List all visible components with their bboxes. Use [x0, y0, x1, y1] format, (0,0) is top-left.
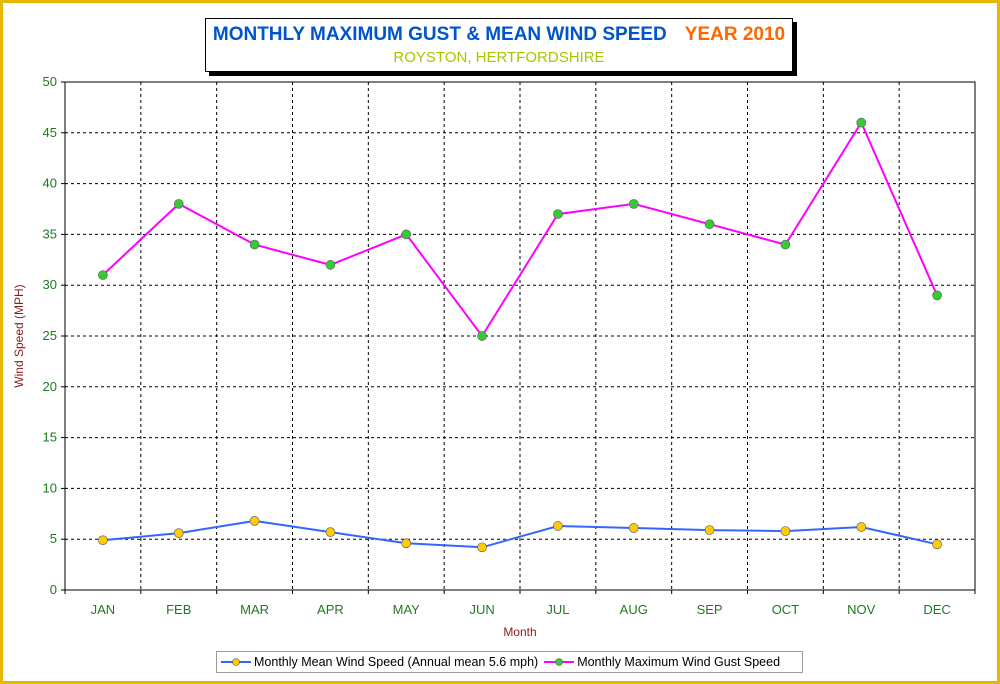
- x-tick-label: NOV: [847, 602, 876, 617]
- tick-labels: 0 5 10 15 20 25 30 35 40 45 50 JAN FEB MAR APR MAY JUN JU…: [43, 74, 951, 617]
- data-point: [477, 331, 487, 341]
- data-point: [325, 527, 336, 537]
- series-line: [102, 519, 938, 549]
- x-tick-label: OCT: [772, 602, 800, 617]
- y-tick-label: 25: [43, 328, 57, 343]
- chart-legend: Monthly Mean Wind Speed (Annual mean 5.6…: [216, 651, 803, 673]
- data-point: [401, 538, 412, 549]
- data-point: [98, 535, 108, 546]
- y-tick-label: 15: [43, 430, 57, 445]
- data-point: [98, 270, 108, 280]
- legend-label-mean: Monthly Mean Wind Speed (Annual mean 5.6…: [254, 655, 539, 669]
- data-point: [325, 260, 336, 270]
- data-point: [477, 542, 487, 553]
- data-point: [173, 528, 184, 538]
- title-line: MONTHLY MAXIMUM GUST & MEAN WIND SPEED YE…: [206, 24, 792, 46]
- x-tick-label: MAY: [393, 602, 421, 617]
- data-point: [932, 290, 942, 301]
- data-point: [856, 522, 867, 532]
- data-point: [704, 219, 715, 230]
- data-point: [780, 239, 791, 250]
- data-point: [401, 229, 412, 240]
- x-tick-label: SEP: [697, 602, 723, 617]
- series-1: [98, 117, 942, 341]
- legend-item-gust: Monthly Maximum Wind Gust Speed: [544, 655, 780, 669]
- y-tick-label: 40: [43, 176, 57, 191]
- plot-border: [64, 81, 976, 591]
- data-point: [628, 199, 639, 209]
- x-tick-label: DEC: [923, 602, 950, 617]
- x-tick-label: AUG: [620, 602, 648, 617]
- data-point: [704, 525, 715, 535]
- data-point: [249, 239, 260, 250]
- y-tick-label: 45: [43, 125, 57, 140]
- x-tick-label: MAR: [240, 602, 269, 617]
- y-tick-label: 50: [43, 74, 57, 89]
- y-tick-label: 35: [43, 226, 57, 241]
- y-tick-label: 30: [43, 277, 57, 292]
- y-tick-label: 0: [50, 582, 57, 597]
- series-0: [98, 516, 942, 553]
- chart-subtitle: ROYSTON, HERTFORDSHIRE: [393, 49, 605, 66]
- data-point: [628, 523, 639, 533]
- data-point: [553, 209, 563, 219]
- chart-title: MONTHLY MAXIMUM GUST & MEAN WIND SPEED: [212, 24, 667, 45]
- data-point: [173, 199, 184, 209]
- y-tick-label: 20: [43, 379, 57, 394]
- axes: [61, 81, 976, 594]
- series-line: [102, 120, 939, 338]
- x-tick-label: APR: [317, 602, 344, 617]
- chart-title-box: MONTHLY MAXIMUM GUST & MEAN WIND SPEED YE…: [205, 18, 793, 72]
- legend-label-gust: Monthly Maximum Wind Gust Speed: [577, 655, 781, 669]
- x-tick-label: FEB: [166, 602, 191, 617]
- x-tick-label: JAN: [91, 602, 116, 617]
- data-point: [780, 526, 791, 536]
- x-tick-label: JUL: [546, 602, 569, 617]
- y-axis-title: Wind Speed (MPH): [12, 284, 26, 387]
- y-tick-label: 10: [43, 480, 57, 495]
- x-tick-label: JUN: [469, 602, 494, 617]
- legend-item-mean: Monthly Mean Wind Speed (Annual mean 5.6…: [221, 655, 538, 669]
- data-point: [553, 521, 563, 531]
- data-point: [856, 117, 867, 128]
- legend-swatch-mean: [221, 658, 251, 666]
- legend-swatch-gust: [544, 658, 575, 666]
- series-layer: [98, 117, 942, 553]
- data-point: [932, 539, 942, 550]
- x-axis-title: Month: [503, 625, 536, 639]
- data-point: [249, 516, 260, 526]
- y-tick-label: 5: [50, 531, 57, 546]
- chart-year: YEAR 2010: [684, 24, 786, 45]
